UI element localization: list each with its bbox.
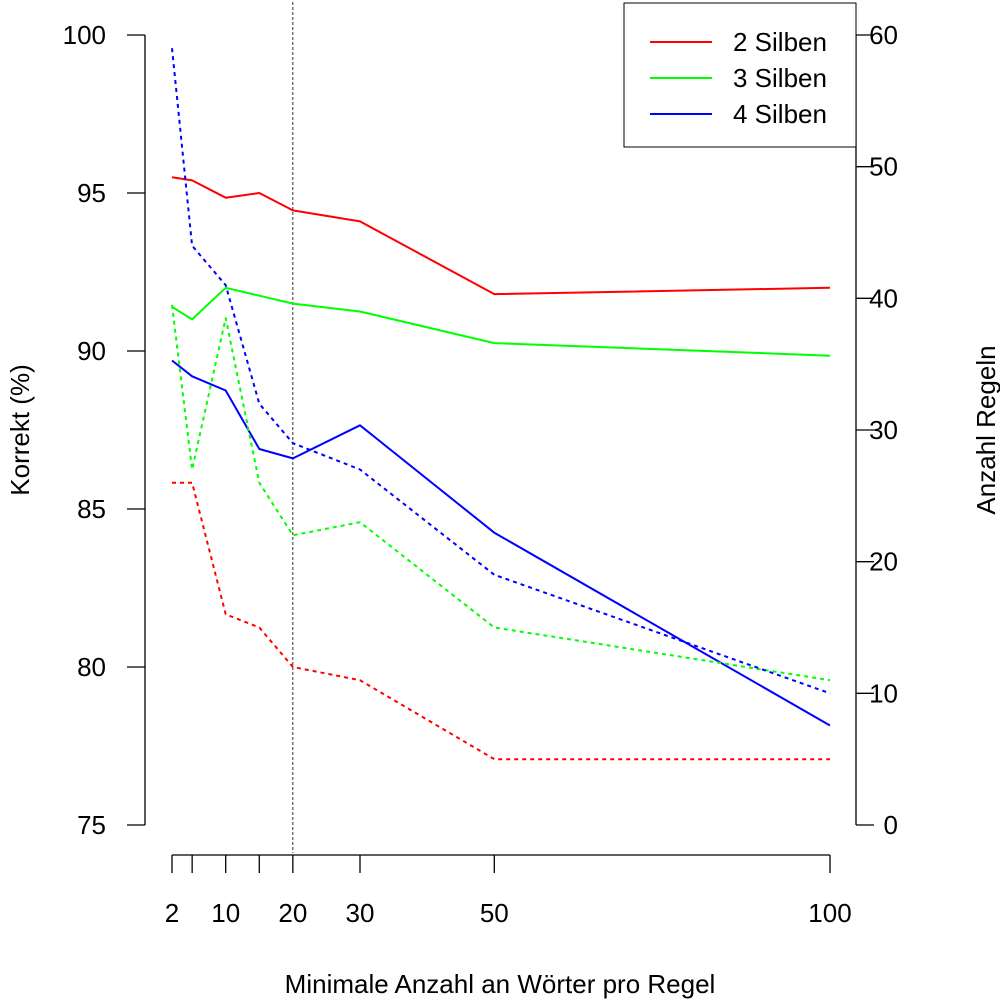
x-tick-label: 10: [211, 898, 240, 928]
y-tick-label: 85: [77, 494, 106, 524]
legend-label: 3 Silben: [733, 63, 827, 93]
y2-tick-label: 30: [869, 415, 898, 445]
y-tick-label: 90: [77, 336, 106, 366]
y2-tick-label: 40: [869, 283, 898, 313]
legend-label: 2 Silben: [733, 27, 827, 57]
y2-tick-label: 20: [869, 547, 898, 577]
y-tick-label: 75: [77, 810, 106, 840]
x-tick-label: 30: [346, 898, 375, 928]
x-tick-label: 20: [278, 898, 307, 928]
x-axis-title: Minimale Anzahl an Wörter pro Regel: [285, 969, 716, 999]
y-tick-label: 80: [77, 652, 106, 682]
x-tick-label: 100: [808, 898, 851, 928]
x-tick-label: 50: [480, 898, 509, 928]
y-tick-label: 95: [77, 178, 106, 208]
series-lines: [171, 48, 831, 761]
y2-axis-title: Anzahl Regeln: [971, 345, 1000, 514]
axes: 75 80 85 90 95 100 0 10 20 30 40 50 60 2 10 20 30 50 100: [63, 2, 898, 928]
y2-tick-label: 60: [869, 20, 898, 50]
series-line-dotted-3: [172, 481, 830, 761]
y2-tick-label: 0: [884, 810, 898, 840]
legend: 2 Silben 3 Silben 4 Silben: [623, 2, 857, 148]
series-line-1: [171, 286, 831, 357]
y2-tick-label: 50: [869, 152, 898, 182]
y2-tick-label: 10: [869, 678, 898, 708]
series-line-0: [171, 176, 831, 296]
y-tick-label: 100: [63, 20, 106, 50]
y-axis-title: Korrekt (%): [5, 364, 35, 495]
series-line-dotted-4: [171, 304, 831, 682]
series-line-2: [171, 359, 831, 727]
legend-label: 4 Silben: [733, 99, 827, 129]
x-tick-label: 2: [165, 898, 179, 928]
legend-box: [623, 2, 857, 148]
